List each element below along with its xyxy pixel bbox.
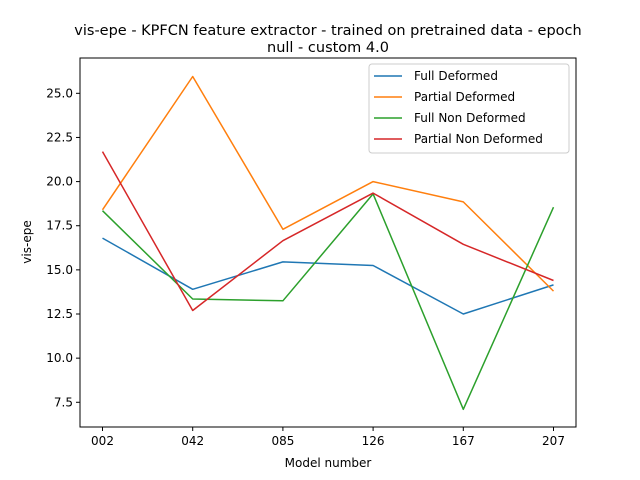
- legend-label-partial-non-deformed: Partial Non Deformed: [414, 132, 543, 146]
- y-tick-label: 12.5: [46, 307, 73, 321]
- legend-frame: [368, 63, 570, 154]
- y-axis-ticks: 7.5 10.0 12.5 15.0 17.5 20.0 22.5 25.0: [46, 86, 80, 409]
- plot-area: [101, 75, 555, 411]
- y-axis-label: vis-epe: [20, 220, 34, 263]
- y-tick-label: 7.5: [54, 395, 73, 409]
- x-tick-label: 167: [452, 434, 475, 448]
- series-line-partial-deformed: [101, 75, 555, 292]
- y-tick-label: 20.0: [46, 175, 73, 189]
- x-axis-label: Model number: [285, 456, 372, 470]
- x-tick-label: 126: [362, 434, 385, 448]
- legend-label-partial-deformed: Partial Deformed: [414, 90, 515, 104]
- legend-label-full-non-deformed: Full Non Deformed: [414, 111, 526, 125]
- x-tick-label: 085: [271, 434, 294, 448]
- plot-frame: [79, 57, 577, 428]
- series-line-full-deformed: [102, 237, 554, 315]
- x-tick-label: 002: [91, 434, 114, 448]
- chart-title-line-1: vis-epe - KPFCN feature extractor - trai…: [74, 23, 581, 39]
- x-tick-label: 207: [542, 434, 565, 448]
- legend: Full Deformed Partial Deformed Full Non De…: [368, 63, 570, 154]
- legend-label-full-deformed: Full Deformed: [414, 69, 498, 83]
- y-tick-label: 15.0: [46, 263, 73, 277]
- series-line-partial-non-deformed: [101, 151, 554, 312]
- y-tick-label: 22.5: [46, 130, 73, 144]
- x-tick-label: 042: [181, 434, 204, 448]
- y-tick-label: 10.0: [46, 351, 73, 365]
- chart-title-line-2: null - custom 4.0: [267, 40, 389, 56]
- x-axis-ticks: 002 042 085 126 167 207: [91, 427, 565, 448]
- y-tick-label: 17.5: [46, 219, 73, 233]
- y-tick-label: 25.0: [46, 86, 73, 100]
